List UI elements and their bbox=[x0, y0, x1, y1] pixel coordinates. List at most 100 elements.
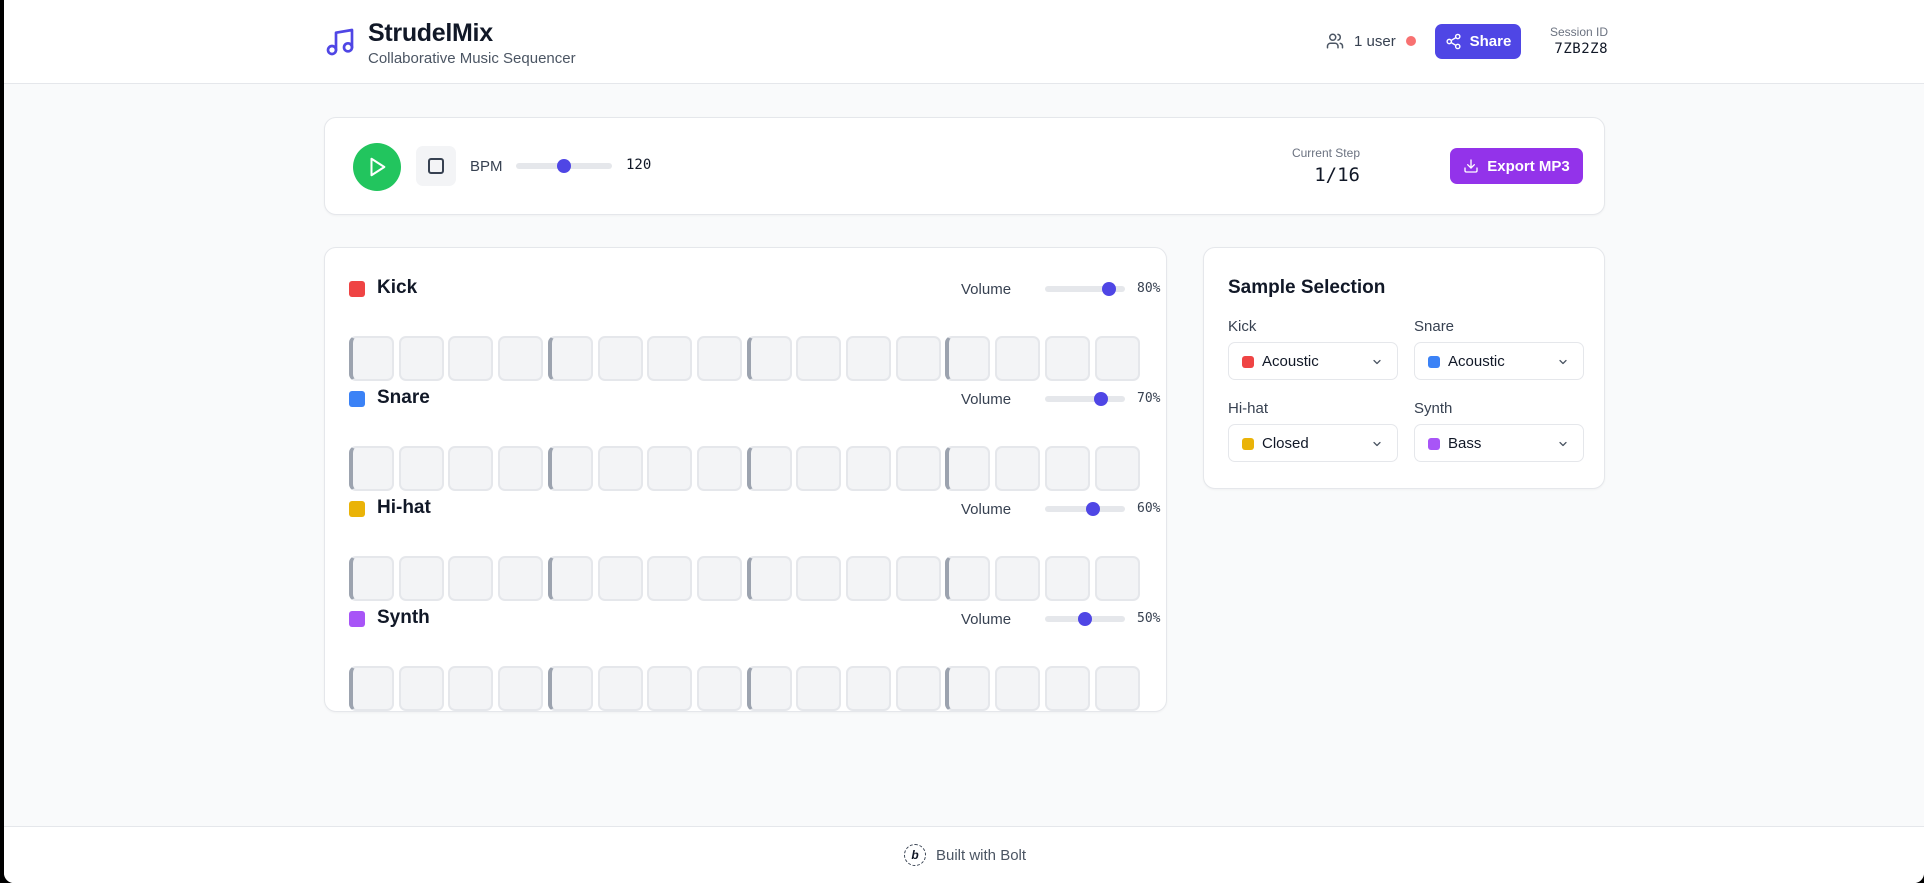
step-button[interactable] bbox=[647, 556, 692, 601]
step-button[interactable] bbox=[647, 446, 692, 491]
share-button[interactable]: Share bbox=[1435, 24, 1521, 59]
step-button[interactable] bbox=[548, 666, 593, 711]
step-button[interactable] bbox=[995, 336, 1040, 381]
step-button[interactable] bbox=[1045, 336, 1090, 381]
step-button[interactable] bbox=[349, 336, 394, 381]
export-mp3-button[interactable]: Export MP3 bbox=[1450, 148, 1583, 184]
volume-slider-thumb[interactable] bbox=[1094, 392, 1108, 406]
step-button[interactable] bbox=[548, 446, 593, 491]
step-button[interactable] bbox=[399, 336, 444, 381]
volume-label: Volume bbox=[961, 391, 1012, 408]
step-button[interactable] bbox=[846, 556, 891, 601]
volume-slider-thumb[interactable] bbox=[1086, 502, 1100, 516]
step-button[interactable] bbox=[349, 446, 394, 491]
sample-label-kick: Kick bbox=[1228, 318, 1257, 335]
step-button[interactable] bbox=[945, 336, 990, 381]
step-button[interactable] bbox=[1045, 666, 1090, 711]
sample-selected-value: Acoustic bbox=[1262, 353, 1319, 370]
step-button[interactable] bbox=[1095, 446, 1140, 491]
step-button[interactable] bbox=[399, 446, 444, 491]
step-button[interactable] bbox=[448, 666, 493, 711]
step-button[interactable] bbox=[448, 336, 493, 381]
step-button[interactable] bbox=[647, 336, 692, 381]
step-button[interactable] bbox=[1095, 666, 1140, 711]
step-button[interactable] bbox=[747, 336, 792, 381]
step-button[interactable] bbox=[1045, 446, 1090, 491]
step-button[interactable] bbox=[548, 336, 593, 381]
step-button[interactable] bbox=[1095, 556, 1140, 601]
bpm-slider-thumb[interactable] bbox=[557, 159, 571, 173]
step-button[interactable] bbox=[1095, 336, 1140, 381]
step-button[interactable] bbox=[896, 446, 941, 491]
step-button[interactable] bbox=[896, 666, 941, 711]
share-icon bbox=[1446, 33, 1461, 50]
step-button[interactable] bbox=[747, 666, 792, 711]
step-button[interactable] bbox=[498, 336, 543, 381]
track-name: Hi-hat bbox=[377, 497, 431, 518]
footer: b Built with Bolt bbox=[4, 826, 1924, 883]
step-button[interactable] bbox=[846, 666, 891, 711]
step-button[interactable] bbox=[796, 556, 841, 601]
step-button[interactable] bbox=[896, 556, 941, 601]
step-button[interactable] bbox=[945, 556, 990, 601]
volume-value: 60% bbox=[1137, 501, 1161, 516]
step-button[interactable] bbox=[598, 666, 643, 711]
sample-select-hi-hat[interactable]: Closed bbox=[1228, 424, 1398, 462]
bpm-slider[interactable] bbox=[516, 159, 612, 173]
step-button[interactable] bbox=[697, 446, 742, 491]
step-button[interactable] bbox=[796, 446, 841, 491]
step-button[interactable] bbox=[995, 446, 1040, 491]
step-button[interactable] bbox=[747, 556, 792, 601]
step-button[interactable] bbox=[598, 446, 643, 491]
step-button[interactable] bbox=[399, 556, 444, 601]
step-button[interactable] bbox=[846, 336, 891, 381]
step-button[interactable] bbox=[1045, 556, 1090, 601]
step-button[interactable] bbox=[697, 336, 742, 381]
step-button[interactable] bbox=[945, 446, 990, 491]
step-button[interactable] bbox=[448, 556, 493, 601]
step-button[interactable] bbox=[448, 446, 493, 491]
chevron-down-icon bbox=[1373, 441, 1381, 447]
step-button[interactable] bbox=[697, 556, 742, 601]
track-color-swatch bbox=[349, 281, 365, 297]
volume-slider[interactable] bbox=[1045, 392, 1125, 406]
step-button[interactable] bbox=[796, 336, 841, 381]
built-with-bolt-link[interactable]: b Built with Bolt bbox=[904, 844, 1026, 866]
volume-slider[interactable] bbox=[1045, 502, 1125, 516]
step-button[interactable] bbox=[399, 666, 444, 711]
step-button[interactable] bbox=[697, 666, 742, 711]
step-button[interactable] bbox=[349, 556, 394, 601]
step-button[interactable] bbox=[498, 446, 543, 491]
sample-color-dot bbox=[1242, 438, 1254, 450]
step-button[interactable] bbox=[995, 666, 1040, 711]
step-button[interactable] bbox=[598, 336, 643, 381]
step-button[interactable] bbox=[945, 666, 990, 711]
step-button[interactable] bbox=[498, 556, 543, 601]
step-button[interactable] bbox=[647, 666, 692, 711]
volume-slider-thumb[interactable] bbox=[1102, 282, 1116, 296]
step-button[interactable] bbox=[796, 666, 841, 711]
step-button[interactable] bbox=[896, 336, 941, 381]
step-button[interactable] bbox=[747, 446, 792, 491]
step-button[interactable] bbox=[349, 666, 394, 711]
bpm-label: BPM bbox=[470, 158, 503, 175]
volume-slider[interactable] bbox=[1045, 612, 1125, 626]
sample-select-snare[interactable]: Acoustic bbox=[1414, 342, 1584, 380]
app-window: StrudelMix Collaborative Music Sequencer… bbox=[4, 0, 1924, 883]
sample-select-synth[interactable]: Bass bbox=[1414, 424, 1584, 462]
session-id-label: Session ID bbox=[1549, 25, 1608, 39]
sample-label-synth: Synth bbox=[1414, 400, 1453, 417]
step-button[interactable] bbox=[846, 446, 891, 491]
sample-select-kick[interactable]: Acoustic bbox=[1228, 342, 1398, 380]
stop-icon bbox=[428, 158, 444, 174]
music-note-icon bbox=[326, 28, 354, 56]
volume-slider[interactable] bbox=[1045, 282, 1125, 296]
step-button[interactable] bbox=[548, 556, 593, 601]
step-button[interactable] bbox=[995, 556, 1040, 601]
play-button[interactable] bbox=[353, 143, 401, 191]
sample-selection-panel: Sample Selection Kick Acoustic Snare Acoust… bbox=[1203, 247, 1605, 489]
step-button[interactable] bbox=[498, 666, 543, 711]
stop-button[interactable] bbox=[416, 146, 456, 186]
step-button[interactable] bbox=[598, 556, 643, 601]
volume-slider-thumb[interactable] bbox=[1078, 612, 1092, 626]
